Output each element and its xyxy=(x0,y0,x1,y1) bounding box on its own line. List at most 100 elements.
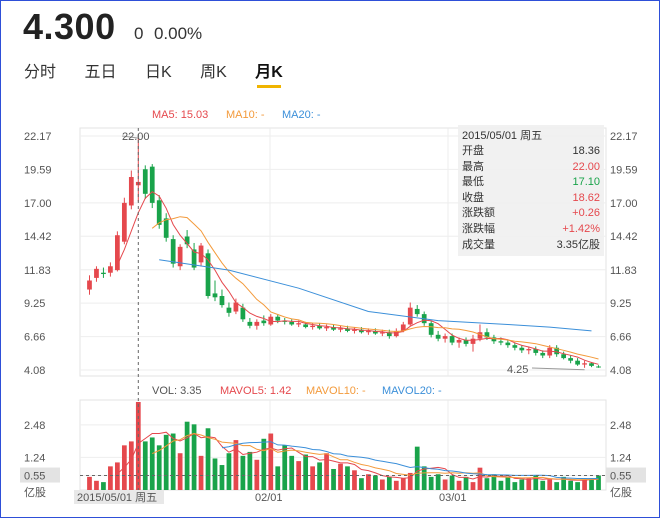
candle xyxy=(407,302,413,326)
price-axis-label-left: 4.08 xyxy=(24,365,45,377)
volume-panel-border xyxy=(79,399,607,491)
candle-body xyxy=(170,239,176,264)
volume-bar xyxy=(289,455,295,490)
candle-body xyxy=(582,363,587,365)
candle-body xyxy=(212,293,218,298)
candle-body xyxy=(303,324,309,328)
candle xyxy=(338,325,343,333)
tooltip-value: 3.35亿股 xyxy=(556,238,600,251)
candle-body xyxy=(407,307,413,325)
candle xyxy=(289,319,295,326)
volume-bar xyxy=(393,480,399,490)
candle xyxy=(149,164,155,209)
tooltip-label: 涨跌幅 xyxy=(462,222,495,235)
candle-body xyxy=(379,332,385,334)
price-axis-label-left: 9.25 xyxy=(24,298,45,310)
price-axis-label-right: 14.42 xyxy=(610,231,638,243)
vol-unit-right: 亿股 xyxy=(610,486,632,499)
candle-body xyxy=(456,339,462,343)
candle-body xyxy=(547,347,553,356)
volume-bar xyxy=(205,428,211,490)
candle xyxy=(163,213,169,242)
candle-body xyxy=(338,328,343,330)
volume-bar xyxy=(338,463,343,490)
mavol20-line xyxy=(221,441,599,480)
candle-body xyxy=(233,302,239,312)
mavol10-line xyxy=(151,432,599,481)
candle xyxy=(101,267,106,278)
volume-bar xyxy=(345,466,350,490)
price-axis-label-right: 19.59 xyxy=(610,164,638,176)
volume-bar xyxy=(470,482,476,490)
volume-bar xyxy=(414,446,420,490)
candle xyxy=(121,197,127,245)
candle-body xyxy=(87,280,92,290)
tooltip-row-change-pct: 涨跌幅 +1.42% xyxy=(462,222,600,238)
price-axis-label-right: 22.17 xyxy=(610,131,638,143)
volume-bar xyxy=(540,480,546,490)
volume-bar xyxy=(456,480,462,490)
tab-five-day[interactable]: 五日 xyxy=(84,64,117,81)
volume-bar xyxy=(240,455,246,490)
volume-bar xyxy=(184,421,190,490)
volume-bar xyxy=(519,479,525,490)
ma20-line xyxy=(159,259,592,332)
volume-bar xyxy=(115,462,120,490)
volume-bar xyxy=(498,480,504,490)
candle-body xyxy=(268,316,274,325)
volume-bar xyxy=(484,478,490,490)
volume-bar xyxy=(268,433,274,490)
candle-body xyxy=(345,328,350,331)
volume-bar xyxy=(108,466,113,490)
low-annotation: 4.25 xyxy=(507,364,528,376)
vol-legend: VOL: 3.35 MAVOL5: 1.42 MAVOL10: - MAVOL2… xyxy=(152,385,442,397)
volume-bar xyxy=(128,441,134,490)
tab-monthly-k[interactable]: 月K xyxy=(255,58,283,88)
volume-bar xyxy=(198,455,204,490)
candle xyxy=(191,242,197,271)
volume-bar xyxy=(407,472,413,490)
tab-intraday[interactable]: 分时 xyxy=(24,64,57,81)
volume-bar xyxy=(352,470,357,490)
candle xyxy=(470,334,476,352)
candle-body xyxy=(163,218,169,238)
volume-bar xyxy=(163,434,169,490)
current-price: 4.300 xyxy=(23,6,116,47)
candle xyxy=(247,318,253,329)
ma10-line xyxy=(151,216,599,360)
candle-body xyxy=(261,320,267,324)
volume-bar xyxy=(526,478,532,490)
tooltip-date: 2015/05/01 周五 xyxy=(462,130,543,142)
price-axis-label-right: 6.66 xyxy=(610,332,631,344)
tooltip-label: 开盘 xyxy=(462,145,484,157)
volume-bar xyxy=(561,476,567,490)
volume-bar xyxy=(435,474,441,490)
tooltip-value: +1.42% xyxy=(562,222,600,235)
tab-weekly-k[interactable]: 周K xyxy=(200,64,227,81)
candle-body xyxy=(101,272,106,275)
price-axis-label-right: 4.08 xyxy=(610,365,631,377)
candle-body xyxy=(240,307,246,320)
candle xyxy=(142,165,148,199)
volume-bar xyxy=(170,433,176,490)
volume-bar xyxy=(400,478,406,490)
legend-mavol20: MAVOL20: - xyxy=(382,385,442,397)
candle xyxy=(568,355,573,364)
candle xyxy=(115,231,120,272)
ma-legend: MA5: 15.03 MA10: - MA20: - xyxy=(152,109,321,121)
volume-bar xyxy=(101,482,106,490)
tooltip-row-low: 最低 17.10 xyxy=(462,175,600,191)
candle-body xyxy=(352,329,357,331)
volume-bar xyxy=(589,478,594,490)
tab-daily-k[interactable]: 日K xyxy=(144,64,172,81)
volume-bar xyxy=(596,475,601,490)
volume-bar xyxy=(87,476,92,490)
price-axis-label-left: 22.17 xyxy=(24,131,52,143)
crosshair-value-box-right xyxy=(606,467,646,483)
volume-bar xyxy=(373,475,378,490)
candle xyxy=(435,330,441,342)
moving-average-lines xyxy=(116,191,599,365)
volume-bar xyxy=(449,475,455,490)
candle xyxy=(456,337,462,348)
